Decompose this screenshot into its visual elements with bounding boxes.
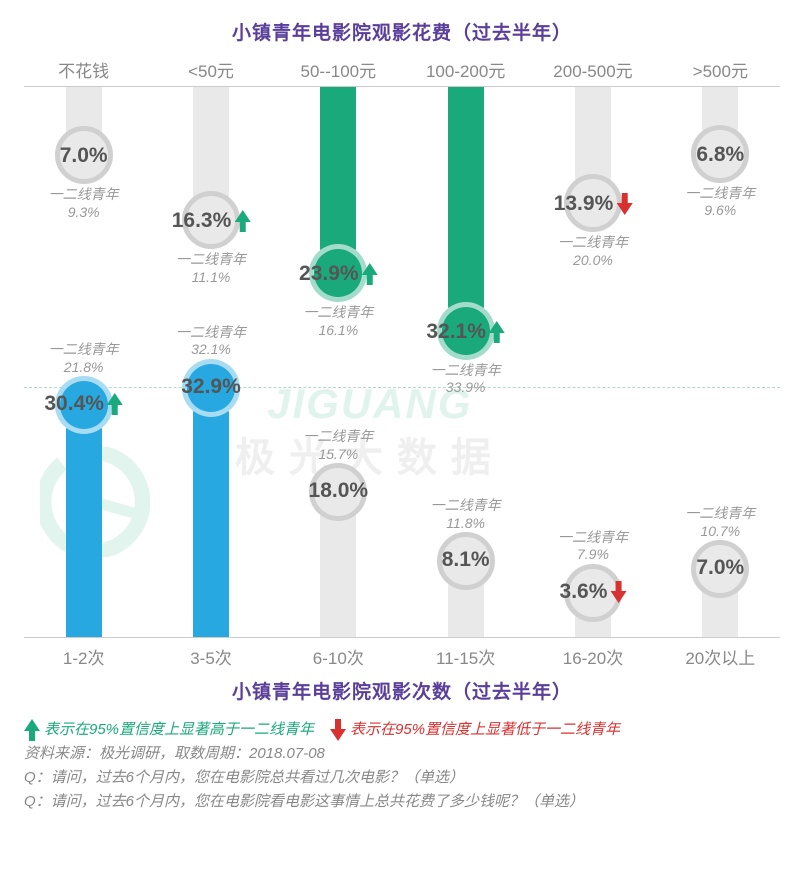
top-sub-label: 一二线青年11.1% xyxy=(176,251,246,286)
arrow-up-icon xyxy=(234,210,250,232)
footer-source: 资料来源：极光调研，取数周期：2018.07-08 xyxy=(24,742,780,766)
bottom-axis-label: 3-5次 xyxy=(147,644,274,669)
top-axis-label: <50元 xyxy=(147,57,274,82)
chart-column: 7.0% 一二线青年9.3% 30.4% 一二线青年21.8% xyxy=(20,87,147,637)
top-axis-row: 不花钱<50元50--100元100-200元200-500元>500元 xyxy=(0,57,804,82)
top-sub-label: 一二线青年16.1% xyxy=(303,304,373,339)
bottom-sub-label: 一二线青年32.1% xyxy=(176,324,246,359)
arrow-up-icon xyxy=(24,719,40,741)
footer-q1: Q：请问，过去6个月内，您在电影院总共看过几次电影？（单选） xyxy=(24,766,780,790)
top-sub-label: 一二线青年20.0% xyxy=(558,234,628,269)
bottom-sub-label: 一二线青年21.8% xyxy=(49,341,119,376)
top-main-pct: 16.3% xyxy=(172,209,251,233)
top-axis-label: 100-200元 xyxy=(402,57,529,82)
top-sub-label: 一二线青年9.3% xyxy=(49,186,119,221)
top-sub-label: 一二线青年9.6% xyxy=(685,185,755,220)
bottom-main-pct: 8.1% xyxy=(442,548,490,572)
bottom-axis-label: 20次以上 xyxy=(657,644,784,669)
chart-column: 32.1% 一二线青年33.9% 8.1% 一二线青年11.8% xyxy=(402,87,529,637)
arrow-down-icon xyxy=(616,193,632,215)
bottom-axis-label: 6-10次 xyxy=(275,644,402,669)
arrow-down-icon xyxy=(610,581,626,603)
bottom-bulb-stem xyxy=(320,511,356,637)
chart-area: JIGUANG 极光大数据 7.0%一二线青年9.3%30.4%一二线青年21.… xyxy=(0,87,804,637)
bottom-sub-label: 一二线青年7.9% xyxy=(558,529,628,564)
bottom-main-pct: 32.9% xyxy=(181,375,241,399)
bottom-axis-label: 11-15次 xyxy=(402,644,529,669)
bottom-axis-label: 1-2次 xyxy=(20,644,147,669)
legend-down-text: 表示在95%置信度上显著低于一二线青年 xyxy=(350,718,620,742)
bottom-axis-row: 1-2次3-5次6-10次11-15次16-20次20次以上 xyxy=(0,644,804,669)
top-main-pct: 23.9% xyxy=(299,262,378,286)
top-axis-label: 不花钱 xyxy=(20,57,147,82)
legend-up: 表示在95%置信度上显著高于一二线青年 xyxy=(24,718,314,742)
bottom-title: 小镇青年电影院观影次数（过去半年） xyxy=(0,677,804,704)
top-bulb-stem xyxy=(320,87,356,254)
bottom-bulb-stem xyxy=(193,407,229,637)
top-axis-label: 50--100元 xyxy=(275,57,402,82)
top-axis-label: >500元 xyxy=(657,57,784,82)
chart-column: 6.8% 一二线青年9.6% 7.0% 一二线青年10.7% xyxy=(657,87,784,637)
top-main-pct: 6.8% xyxy=(696,143,744,167)
bottom-sub-label: 一二线青年10.7% xyxy=(685,505,755,540)
arrow-up-icon xyxy=(489,321,505,343)
bottom-axis-separator xyxy=(24,637,780,638)
arrow-down-icon xyxy=(330,719,346,741)
top-bulb-stem xyxy=(193,87,229,201)
bottom-sub-label: 一二线青年11.8% xyxy=(431,497,501,532)
top-sub-label: 一二线青年33.9% xyxy=(431,362,501,397)
arrow-up-icon xyxy=(107,393,123,415)
bottom-main-pct: 3.6% xyxy=(560,580,627,604)
bottom-main-pct: 18.0% xyxy=(309,479,369,503)
legend-down: 表示在95%置信度上显著低于一二线青年 xyxy=(330,718,620,742)
top-title: 小镇青年电影院观影花费（过去半年） xyxy=(0,18,804,45)
arrow-up-icon xyxy=(362,263,378,285)
chart-column: 23.9% 一二线青年16.1% 18.0% 一二线青年15.7% xyxy=(275,87,402,637)
top-main-pct: 13.9% xyxy=(554,192,633,216)
bottom-main-pct: 7.0% xyxy=(696,556,744,580)
bottom-axis-label: 16-20次 xyxy=(529,644,656,669)
bottom-bulb-stem xyxy=(66,424,102,637)
top-bulb-stem xyxy=(575,87,611,184)
footer-block: 表示在95%置信度上显著高于一二线青年 表示在95%置信度上显著低于一二线青年 … xyxy=(0,718,804,814)
chart-column: 16.3% 一二线青年11.1% 32.9% 一二线青年32.1% xyxy=(147,87,274,637)
top-bulb-stem xyxy=(448,87,484,312)
top-axis-label: 200-500元 xyxy=(529,57,656,82)
bottom-sub-label: 一二线青年15.7% xyxy=(303,428,373,463)
bottom-main-pct: 30.4% xyxy=(44,392,123,416)
chart-column: 13.9% 一二线青年20.0% 3.6% 一二线青年7.9% xyxy=(529,87,656,637)
legend-line: 表示在95%置信度上显著高于一二线青年 表示在95%置信度上显著低于一二线青年 xyxy=(24,718,780,742)
footer-q2: Q：请问，过去6个月内，您在电影院看电影这事情上总共花费了多少钱呢？（单选） xyxy=(24,790,780,814)
legend-up-text: 表示在95%置信度上显著高于一二线青年 xyxy=(44,718,314,742)
top-main-pct: 7.0% xyxy=(60,144,108,168)
top-main-pct: 32.1% xyxy=(426,320,505,344)
